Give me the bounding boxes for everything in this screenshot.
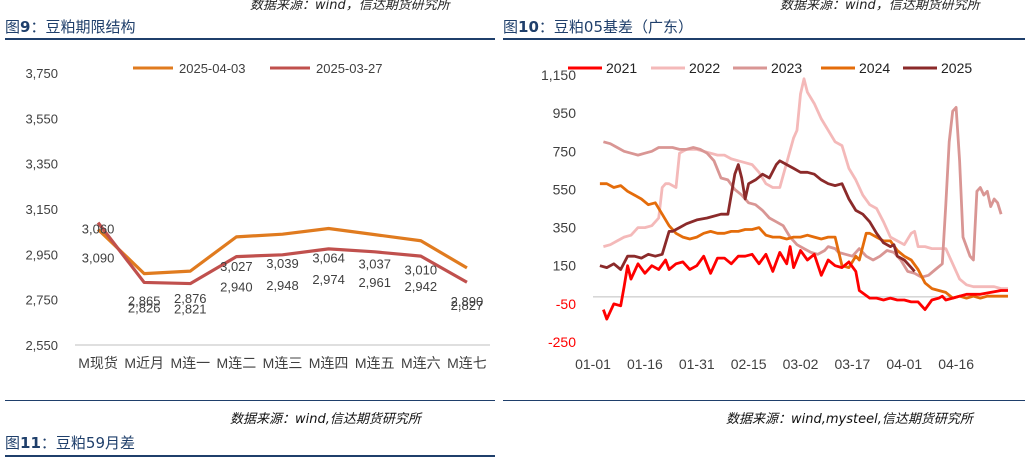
data-label: 2,827	[451, 298, 484, 313]
data-label: 2,940	[220, 280, 253, 295]
legend-label: 2025-04-03	[179, 61, 246, 76]
y-tick-label: -250	[548, 334, 576, 350]
data-label: 2,821	[174, 302, 207, 317]
y-tick-label: 3,350	[25, 157, 58, 172]
fig10-title: 图10：豆粕05基差（广东）	[503, 16, 693, 37]
fig9-source: 数据来源：wind,信达期货研究所	[230, 412, 421, 427]
fig9-title-prefix: 图	[5, 18, 21, 36]
x-tick-label: M连六	[401, 355, 441, 371]
x-tick-label: 01-16	[627, 356, 663, 372]
term-structure-chart: 2,550 2,750 2,950 3,150 3,350 3,550 3,750 M现货 M近…	[25, 61, 490, 371]
x-tick-label: M连四	[309, 355, 349, 371]
top-source-right: 数据来源：wind，信达期货研究所	[780, 0, 980, 13]
fig10-title-prefix: 图	[503, 18, 519, 36]
x-tick-label: 03-17	[834, 356, 870, 372]
series-line	[603, 77, 1008, 291]
fig11-title-text: 豆粕59月差	[55, 434, 135, 452]
fig10-title-text: 豆粕05基差（广东）	[553, 18, 693, 36]
legend-label: 2021	[606, 60, 637, 76]
fig11-title-prefix: 图	[5, 434, 21, 452]
fig11-title-sep: ：	[40, 434, 56, 452]
fig11-title: 图11：豆粕59月差	[5, 432, 135, 453]
data-label: 2,961	[358, 275, 391, 290]
series-line	[603, 106, 1003, 279]
fig10-source: 数据来源：wind,mysteel,信达期货研究所	[726, 412, 973, 427]
data-label: 2,890	[451, 294, 484, 309]
fig10-bottom-rule	[503, 400, 1025, 401]
x-tick-label: 04-16	[938, 356, 974, 372]
data-label: 3,039	[266, 256, 299, 271]
fig9-title: 图9：豆粕期限结构	[5, 16, 135, 37]
y-tick-label: 550	[553, 181, 577, 197]
x-tick-label: M连一	[170, 355, 210, 371]
y-tick-label: -50	[556, 296, 576, 312]
y-tick-label: 150	[553, 258, 577, 274]
x-tick-label: M连三	[263, 355, 303, 371]
y-tick-label: 350	[553, 220, 577, 236]
fig10-title-num: 10	[518, 18, 539, 36]
x-tick-label: M近月	[124, 355, 164, 371]
data-label: 3,064	[312, 250, 345, 265]
data-label: 2,942	[405, 279, 438, 294]
fig10-top-rule	[503, 38, 1025, 40]
data-label: 2,948	[266, 278, 299, 293]
series-line	[599, 182, 1008, 300]
legend-label: 2024	[859, 60, 890, 76]
y-tick-label: 3,550	[25, 111, 58, 126]
y-tick-label: 2,950	[25, 247, 58, 262]
legend-label: 2025-03-27	[316, 61, 383, 76]
fig9-title-num: 9	[20, 18, 31, 36]
legend-label: 2023	[771, 60, 802, 76]
fig10-title-sep: ：	[538, 18, 554, 36]
data-label: 3,010	[405, 263, 438, 278]
fig9-bottom-rule	[5, 400, 495, 401]
y-tick-label: 3,750	[25, 66, 58, 81]
y-tick-label: 750	[553, 143, 577, 159]
data-label: 3,027	[220, 259, 253, 274]
x-tick-label: M连七	[447, 355, 487, 371]
x-tick-label: M连五	[355, 355, 395, 371]
fig9-title-text: 豆粕期限结构	[45, 18, 136, 36]
x-tick-label: 04-01	[886, 356, 922, 372]
x-tick-label: M连二	[217, 355, 257, 371]
y-tick-label: 3,150	[25, 202, 58, 217]
data-label: 3,060	[82, 221, 115, 236]
series-line	[602, 245, 1008, 321]
series-line	[599, 159, 916, 273]
fig9-top-rule	[5, 38, 495, 40]
legend-label: 2022	[689, 60, 720, 76]
y-tick-label: 2,550	[25, 338, 58, 353]
top-source-left: 数据来源：wind，信达期货研究所	[250, 0, 450, 13]
x-tick-label: M现货	[78, 355, 118, 371]
y-tick-label: 2,750	[25, 293, 58, 308]
data-label: 2,826	[128, 300, 161, 315]
data-label: 2,865	[128, 294, 161, 309]
x-tick-label: 01-31	[679, 356, 715, 372]
fig9-title-sep: ：	[30, 18, 46, 36]
fig11-top-rule	[5, 455, 495, 457]
x-tick-label: 01-01	[575, 356, 611, 372]
x-tick-label: 03-02	[783, 356, 819, 372]
legend-label: 2025	[941, 60, 972, 76]
data-label: 3,090	[82, 251, 115, 266]
basis-chart: -250 -50 150 350 550 750 950 1,150 01-01 01-16 01-…	[541, 60, 1008, 372]
fig11-title-num: 11	[20, 434, 41, 452]
data-label: 2,876	[174, 291, 207, 306]
x-tick-label: 02-15	[731, 356, 767, 372]
data-label: 2,974	[312, 272, 345, 287]
data-label: 3,037	[358, 257, 391, 272]
y-tick-label: 1,150	[541, 67, 576, 83]
y-tick-label: 950	[553, 105, 577, 121]
